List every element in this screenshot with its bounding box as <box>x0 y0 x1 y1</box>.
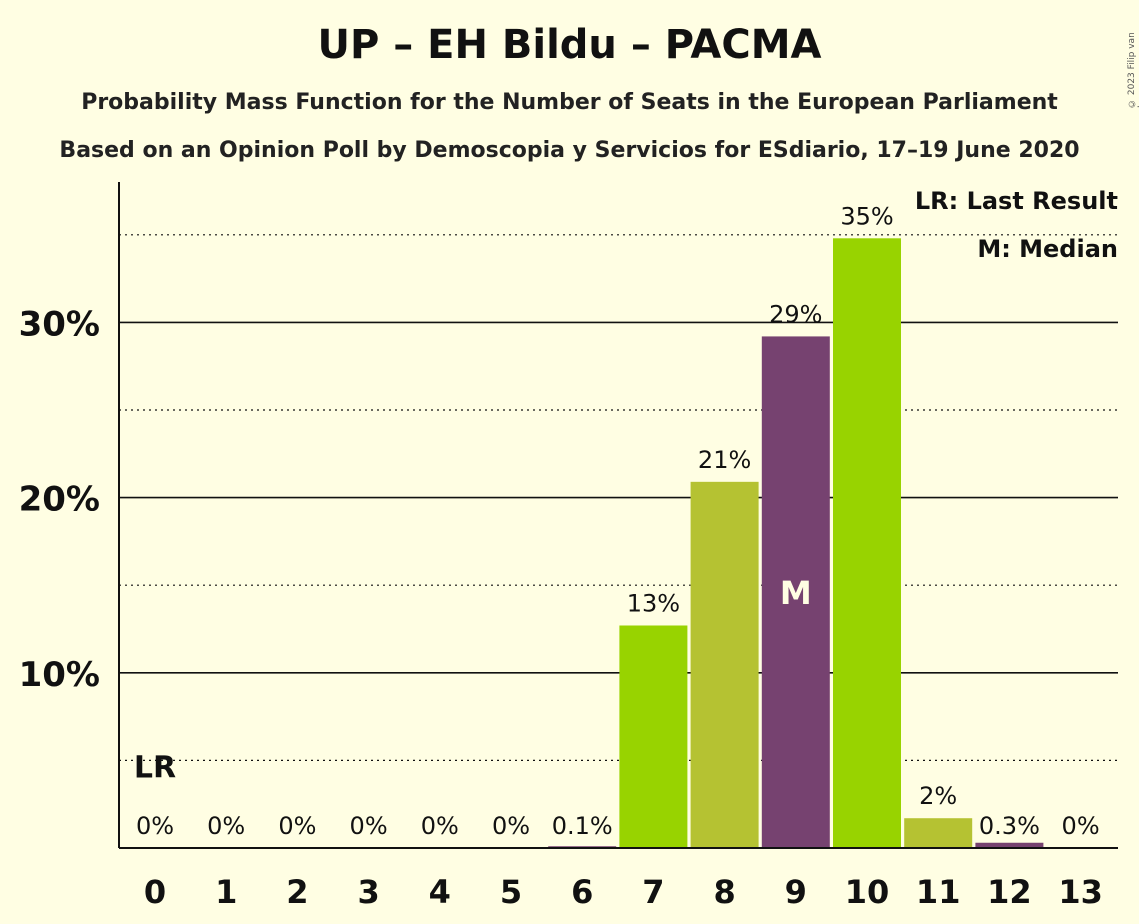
x-tick-label: 4 <box>429 873 451 911</box>
y-tick-labels: 10% 20% 30% <box>19 304 100 694</box>
data-label-seat-8: 21% <box>698 446 751 474</box>
x-tick-label: 9 <box>785 873 807 911</box>
chart-subtitle: Probability Mass Function for the Number… <box>81 90 1058 115</box>
y-tick-label: 20% <box>19 480 100 520</box>
y-tick-label: 10% <box>19 655 100 695</box>
x-tick-label: 6 <box>571 873 593 911</box>
x-tick-label: 2 <box>286 873 308 911</box>
bar-seat-11 <box>904 818 973 848</box>
bar-seat-9 <box>761 336 830 848</box>
bar-seat-8 <box>690 481 759 848</box>
bar-seat-10 <box>833 238 901 848</box>
data-label-seat-12: 0.3% <box>979 812 1040 840</box>
data-label-seat-9: 29% <box>769 300 822 328</box>
x-tick-label: 11 <box>916 873 961 911</box>
chart-title: UP – EH Bildu – PACMA <box>317 22 822 68</box>
x-tick-label: 10 <box>845 873 890 911</box>
x-tick-label: 8 <box>713 873 735 911</box>
y-tick-label: 30% <box>19 304 100 344</box>
data-label-seat-10: 35% <box>840 202 893 230</box>
legend-median: M: Median <box>977 235 1118 263</box>
data-label-seat-5: 0% <box>492 812 530 840</box>
data-label-seat-13: 0% <box>1062 812 1100 840</box>
data-label-seat-3: 0% <box>350 812 388 840</box>
data-labels: 0% 0% 0% 0% 0% 0% 0.1% 13% 21% 29% 35% 2% 0.3% 0% M LR <box>134 202 1100 840</box>
data-label-seat-6: 0.1% <box>552 812 613 840</box>
data-label-seat-7: 13% <box>627 589 680 617</box>
chart-source-line: Based on an Opinion Poll by Demoscopia y… <box>59 138 1080 163</box>
bars <box>548 238 1044 848</box>
x-tick-label: 13 <box>1058 873 1103 911</box>
bar-seat-7 <box>619 625 688 848</box>
legend-last-result: LR: Last Result <box>915 187 1118 215</box>
x-tick-label: 5 <box>500 873 522 911</box>
data-label-seat-4: 0% <box>421 812 459 840</box>
median-marker: M <box>780 574 812 612</box>
data-label-seat-1: 0% <box>207 812 245 840</box>
x-tick-label: 0 <box>144 873 166 911</box>
data-label-seat-11: 2% <box>919 782 957 810</box>
x-tick-label: 7 <box>642 873 664 911</box>
data-label-seat-2: 0% <box>278 812 316 840</box>
x-tick-label: 3 <box>357 873 379 911</box>
last-result-marker: LR <box>134 750 176 785</box>
x-tick-label: 1 <box>215 873 237 911</box>
grid-lines <box>119 234 1118 762</box>
data-label-seat-0: 0% <box>136 812 174 840</box>
bar-seat-12 <box>975 842 1044 848</box>
x-tick-labels: 0 1 2 3 4 5 6 7 8 9 10 11 12 13 <box>144 873 1103 911</box>
x-tick-label: 12 <box>987 873 1032 911</box>
